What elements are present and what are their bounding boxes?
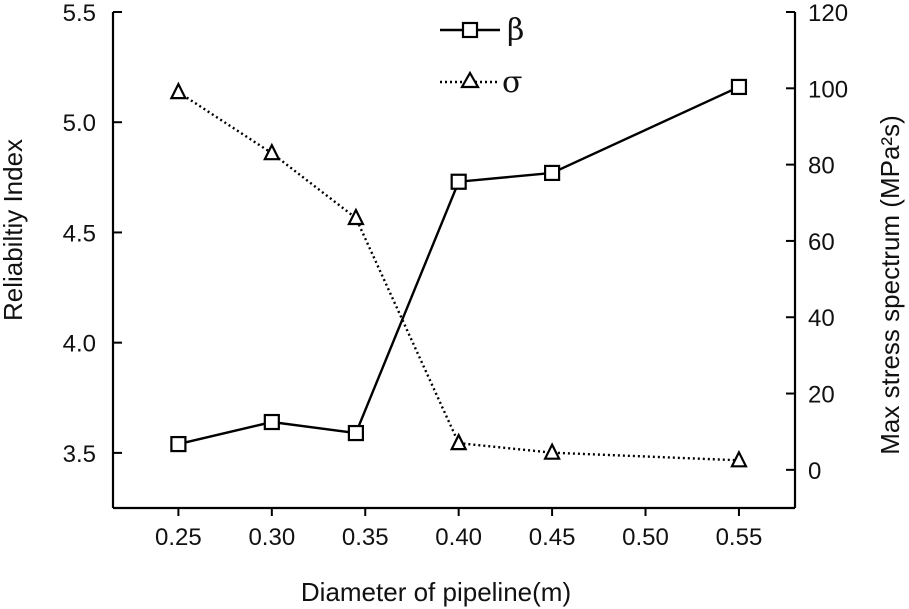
x-tick-label: 0.55 <box>716 524 763 551</box>
right-y-axis-label: Max stress spectrum (MPa²s) <box>875 115 905 455</box>
right-y-tick-label: 40 <box>808 305 835 332</box>
legend-beta-label: β <box>507 13 524 48</box>
right-y-axis-ticks: 0 20 40 60 80 100 120 <box>786 0 848 485</box>
axes <box>111 12 797 510</box>
series-layer <box>169 78 748 468</box>
left-y-tick-label: 4.5 <box>63 220 96 247</box>
legend: β σ <box>440 13 524 100</box>
right-y-tick-label: 100 <box>808 76 848 103</box>
legend-entry-beta: β <box>440 13 524 48</box>
legend-sigma-label: σ <box>502 65 522 100</box>
legend-beta-marker <box>461 21 479 39</box>
x-tick-label: 0.35 <box>342 524 389 551</box>
x-axis-label: Diameter of pipeline(m) <box>301 577 571 607</box>
x-tick-label: 0.45 <box>529 524 576 551</box>
x-tick-label: 0.25 <box>155 524 202 551</box>
data-point-sigma <box>169 81 188 100</box>
data-point-beta <box>347 424 365 442</box>
data-point-sigma <box>543 442 561 460</box>
data-point-beta <box>263 413 280 431</box>
x-tick-label: 0.40 <box>435 524 482 551</box>
x-tick-label: 0.50 <box>622 524 669 551</box>
data-point-beta <box>730 78 748 96</box>
left-y-tick-label: 5.5 <box>63 0 96 27</box>
right-y-tick-label: 60 <box>808 229 835 256</box>
left-y-axis-label: Reliabiltiy Index <box>0 139 28 321</box>
data-point-sigma <box>263 142 281 161</box>
data-point-sigma <box>347 207 365 226</box>
data-point-beta <box>170 435 187 453</box>
series-line-beta <box>178 85 740 446</box>
right-y-tick-label: 120 <box>808 0 848 27</box>
right-y-tick-label: 0 <box>808 458 821 485</box>
left-y-tick-label: 3.5 <box>63 441 96 468</box>
data-point-sigma <box>449 432 468 451</box>
series-line-sigma <box>177 91 739 462</box>
left-y-tick-label: 5.0 <box>63 110 96 137</box>
data-point-beta <box>450 173 467 190</box>
left-y-tick-label: 4.0 <box>63 331 96 358</box>
legend-entry-sigma: σ <box>440 65 522 100</box>
left-y-axis-ticks: 3.5 4.0 4.5 5.0 5.5 <box>63 0 122 468</box>
x-tick-label: 0.30 <box>248 524 295 551</box>
legend-sigma-marker <box>460 70 480 89</box>
data-point-beta <box>543 164 561 182</box>
x-axis-ticks: 0.25 0.30 0.35 0.40 0.45 0.50 0.55 <box>155 508 762 551</box>
data-point-sigma <box>730 449 748 468</box>
right-y-tick-label: 80 <box>808 153 835 180</box>
right-y-tick-label: 20 <box>808 382 835 409</box>
